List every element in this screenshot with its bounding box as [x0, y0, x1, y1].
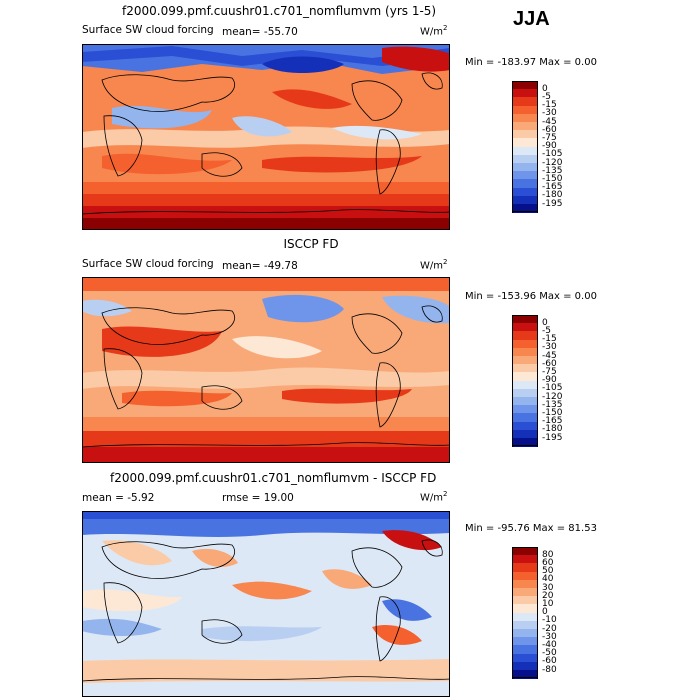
- panel-1-mean: mean= -55.70: [222, 26, 298, 38]
- colorbar-swatch: [512, 204, 538, 213]
- colorbar-tick-label: -30: [542, 342, 557, 353]
- colorbar-tick-label: 40: [542, 574, 554, 585]
- colorbar-tick-label: -45: [542, 350, 557, 361]
- colorbar-tick-label: -90: [542, 375, 557, 386]
- colorbar-tick-label: 10: [542, 598, 554, 609]
- colorbar-tick-label: -20: [542, 623, 557, 634]
- colorbar-tick-label: 0: [542, 607, 548, 618]
- colorbar-swatch: [512, 670, 538, 679]
- colorbar-tick-label: -60: [542, 124, 557, 135]
- colorbar-tick-label: -10: [542, 615, 557, 626]
- panel-2-field-label: Surface SW cloud forcing: [82, 258, 214, 270]
- colorbar-tick-label: -80: [542, 664, 557, 675]
- panel-1-field-label: Surface SW cloud forcing: [82, 24, 214, 36]
- panel-3-units: W/m2: [420, 490, 448, 504]
- colorbar-tick-label: -105: [542, 383, 563, 394]
- panel-3-title: f2000.099.pmf.cuushr01.c701_nomflumvm - …: [110, 471, 437, 485]
- colorbar-tick-label: -75: [542, 132, 557, 143]
- colorbar-tick-label: -165: [542, 416, 563, 427]
- panel-2-mean: mean= -49.78: [222, 260, 298, 272]
- colorbar-tick-label: -50: [542, 648, 557, 659]
- panel-2-units: W/m2: [420, 258, 448, 272]
- panel-3-mean: mean = -5.92: [82, 492, 155, 504]
- colorbar-tick-label: -15: [542, 100, 557, 111]
- colorbar-tick-label: -90: [542, 141, 557, 152]
- colorbar-tick-label: 50: [542, 566, 554, 577]
- colorbar-tick-label: -75: [542, 366, 557, 377]
- colorbar-tick-label: -40: [542, 639, 557, 650]
- panel-1-map: [82, 44, 450, 230]
- colorbar-tick-label: -135: [542, 399, 563, 410]
- panel-2-title: ISCCP FD: [283, 237, 339, 251]
- colorbar-tick-label: 20: [542, 590, 554, 601]
- panel-2-map: [82, 277, 450, 463]
- panel-1-title: f2000.099.pmf.cuushr01.c701_nomflumvm (y…: [122, 4, 437, 18]
- colorbar-tick-label: -45: [542, 116, 557, 127]
- colorbar-tick-label: 0: [542, 83, 548, 94]
- colorbar-tick-label: 30: [542, 582, 554, 593]
- colorbar-tick-label: -30: [542, 631, 557, 642]
- colorbar-tick-label: 0: [542, 317, 548, 328]
- panel-1-units: W/m2: [420, 24, 448, 38]
- colorbar-tick-label: -180: [542, 190, 563, 201]
- panel-3-minmax: Min = -95.76 Max = 81.53: [465, 523, 597, 534]
- colorbar-tick-label: -105: [542, 149, 563, 160]
- colorbar-tick-label: -195: [542, 432, 563, 443]
- colorbar-tick-label: 80: [542, 549, 554, 560]
- season-label: JJA: [513, 8, 550, 30]
- colorbar-tick-label: -15: [542, 334, 557, 345]
- colorbar-tick-label: -5: [542, 325, 551, 336]
- colorbar-tick-label: -5: [542, 91, 551, 102]
- panel-3-rmse: rmse = 19.00: [222, 492, 294, 504]
- colorbar-tick-label: -150: [542, 407, 563, 418]
- panel-2-minmax: Min = -153.96 Max = 0.00: [465, 291, 597, 302]
- colorbar-tick-label: -60: [542, 358, 557, 369]
- colorbar-tick-label: -150: [542, 173, 563, 184]
- colorbar-tick-label: -180: [542, 424, 563, 435]
- colorbar-tick-label: -120: [542, 391, 563, 402]
- colorbar-tick-label: -120: [542, 157, 563, 168]
- colorbar-swatch: [512, 438, 538, 447]
- colorbar-tick-label: -195: [542, 198, 563, 209]
- colorbar-tick-label: 60: [542, 557, 554, 568]
- colorbar-tick-label: -60: [542, 656, 557, 667]
- panel-3-map: [82, 511, 450, 697]
- colorbar-tick-label: -30: [542, 108, 557, 119]
- colorbar-tick-label: -135: [542, 165, 563, 176]
- colorbar-tick-label: -165: [542, 182, 563, 193]
- panel-1-minmax: Min = -183.97 Max = 0.00: [465, 57, 597, 68]
